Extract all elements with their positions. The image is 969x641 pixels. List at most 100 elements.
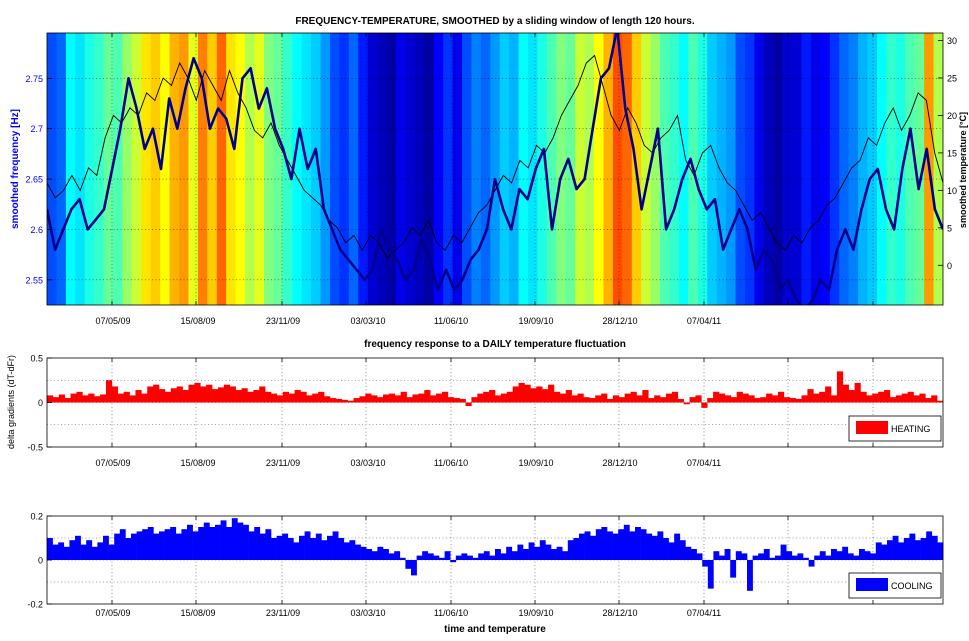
chart1-axes-box	[46, 32, 944, 306]
bar	[235, 390, 242, 403]
heatmap-stripe	[56, 33, 67, 305]
bar	[542, 389, 549, 403]
bar	[719, 393, 726, 403]
y-tick-label: 2.7	[30, 124, 43, 134]
bar	[453, 398, 460, 403]
bar	[636, 395, 643, 403]
bar	[907, 391, 914, 403]
bar	[671, 391, 679, 403]
bar	[618, 529, 625, 560]
bar	[243, 524, 249, 560]
figure-xlabel: time and temperature	[444, 624, 546, 635]
heatmap-stripe	[131, 33, 142, 305]
bar	[819, 391, 826, 403]
heatmap-stripe	[829, 33, 840, 305]
bar	[343, 542, 350, 560]
bar	[517, 544, 524, 560]
bar	[117, 393, 124, 403]
heatmap-stripe	[650, 33, 661, 305]
bar	[388, 393, 396, 403]
bar	[724, 395, 732, 403]
bar	[742, 393, 749, 403]
heatmap-stripe	[424, 33, 435, 305]
heatmap-stripe	[886, 33, 897, 305]
heatmap-stripe	[47, 33, 58, 305]
heatmap-stripe	[386, 33, 397, 305]
bar	[878, 391, 885, 403]
bar	[294, 390, 301, 403]
bar	[803, 557, 809, 560]
x-tick-label: 03/03/10	[350, 458, 385, 468]
heatmap-stripe	[358, 33, 369, 305]
bar	[259, 533, 266, 560]
x-tick-label: 11/06/10	[434, 458, 468, 468]
bar	[730, 560, 737, 578]
y-tick-label-right: 25	[947, 73, 957, 83]
bar	[848, 390, 855, 403]
bar	[640, 529, 647, 560]
bar	[383, 549, 389, 560]
bar	[553, 391, 561, 403]
bar	[430, 395, 437, 403]
bar	[707, 560, 714, 589]
bar	[842, 384, 849, 403]
bar	[91, 546, 98, 560]
bar	[685, 546, 692, 560]
y-tick-label-right: 5	[947, 223, 952, 233]
heatmap-stripe	[320, 33, 331, 305]
legend-cooling-swatch	[856, 578, 888, 591]
bar	[887, 540, 893, 560]
heatmap-stripe	[754, 33, 765, 305]
bar	[231, 518, 238, 560]
bar	[355, 544, 361, 560]
heatmap-stripe	[65, 33, 76, 305]
bar	[76, 391, 83, 403]
bar	[97, 542, 104, 560]
bar	[187, 524, 193, 560]
chart2-bars	[47, 371, 944, 408]
chart1-lines	[47, 33, 943, 305]
heatmap-stripe	[820, 33, 831, 305]
bar	[735, 551, 742, 560]
bar	[646, 533, 653, 560]
bar	[259, 386, 266, 403]
heatmap-stripe	[273, 33, 284, 305]
heatmap-stripe	[103, 33, 114, 305]
bar	[399, 557, 406, 560]
heatmap-stripe	[348, 33, 359, 305]
bar	[353, 398, 360, 403]
bar	[665, 393, 673, 403]
bar	[797, 553, 804, 560]
chart2-x-ticks: 07/05/09 15/08/09 23/11/09 03/03/10 11/06/10…	[95, 358, 874, 468]
heatmap-stripe	[697, 33, 708, 305]
heatmap-stripe	[452, 33, 463, 305]
bar	[135, 390, 142, 403]
y-tick-label: 0	[38, 398, 43, 408]
chart3-bars	[47, 518, 944, 591]
bar	[159, 389, 166, 403]
bar	[612, 533, 619, 560]
y-tick-label: 2.75	[25, 74, 43, 84]
bar	[511, 551, 518, 560]
bar	[324, 396, 331, 403]
x-tick-label: 23/11/09	[266, 316, 300, 326]
heatmap-stripe	[461, 33, 473, 305]
bar	[747, 560, 753, 591]
bar	[875, 542, 882, 560]
bar	[383, 394, 390, 403]
bar	[618, 397, 625, 403]
chart1-ylabel: smoothed frequency [Hz]	[10, 109, 21, 229]
bar	[64, 398, 71, 403]
bar	[847, 553, 854, 560]
bar	[223, 384, 231, 403]
bar	[754, 398, 761, 403]
bar	[483, 551, 490, 560]
bar	[483, 391, 490, 403]
heatmap-stripe	[546, 33, 557, 305]
heatmap-stripe	[414, 33, 425, 305]
bar	[523, 549, 529, 560]
x-tick-label: 15/08/09	[180, 458, 215, 468]
chart1-ylabel-right: smoothed temperature [°C]	[958, 112, 968, 228]
bar	[683, 402, 690, 405]
